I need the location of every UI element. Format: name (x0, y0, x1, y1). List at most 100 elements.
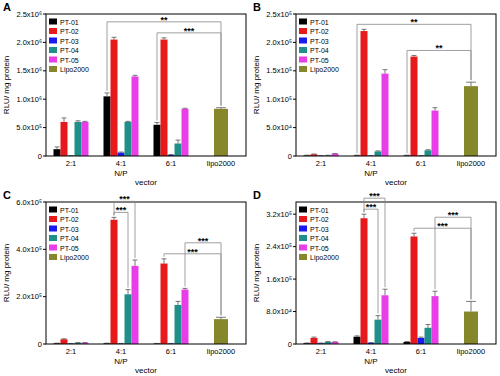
legend-swatch (49, 226, 57, 232)
bars (304, 214, 479, 344)
error-bar (155, 122, 160, 124)
legend-label: PT-04 (60, 47, 79, 54)
error-bar (55, 147, 60, 149)
bar (154, 125, 161, 156)
bar (132, 266, 139, 344)
panel: DRLU/ mg protein08.0x10⁴1.6x10⁵2.4x10⁵3.… (252, 189, 496, 375)
bar (425, 150, 432, 156)
error-bar (62, 338, 67, 339)
bar (175, 144, 182, 156)
legend-label: PT-03 (60, 226, 79, 233)
y-axis-label: RLU/ mg protein (252, 244, 261, 302)
legend-swatch (49, 47, 57, 53)
error-bar (466, 82, 476, 86)
legend-swatch (299, 216, 307, 222)
x-tick-label: 4:1 (366, 159, 376, 168)
significance-label: *** (366, 202, 377, 212)
legend-swatch (49, 207, 57, 213)
legend: PT-01PT-02PT-03PT-04PT-05Lipo2000 (299, 19, 339, 75)
error-bar (83, 121, 88, 123)
error-bar (333, 341, 338, 342)
x-tick-label: lipo2000 (457, 347, 485, 356)
error-bar (369, 342, 374, 343)
error-bar (105, 93, 110, 96)
error-bar (362, 29, 367, 31)
x-tick-label: 4:1 (366, 347, 376, 356)
error-bar (119, 152, 124, 154)
bar (464, 86, 478, 156)
group-label: N/P (364, 169, 377, 178)
error-bar (405, 341, 410, 342)
y-tick-label: 2.5x10⁵ (266, 10, 292, 19)
legend-label: PT-01 (60, 19, 79, 26)
x-tick-label: 6:1 (166, 159, 176, 168)
x-axis-label: vector (135, 366, 157, 375)
x-tick-label: 2:1 (316, 159, 326, 168)
legend-swatch (299, 226, 307, 232)
legend-swatch (49, 38, 57, 44)
significance-label: *** (198, 236, 209, 246)
significance-bracket (185, 243, 221, 315)
bars (54, 37, 229, 156)
significance-bracket (114, 212, 128, 287)
error-bar (176, 140, 181, 143)
panel-title: A (3, 1, 11, 13)
significance-bracket (357, 24, 471, 153)
y-tick-label: 1.0x10⁶ (16, 95, 42, 104)
error-bar (419, 337, 424, 339)
x-tick-label: 2:1 (66, 159, 76, 168)
legend-swatch (299, 235, 307, 241)
legend-label: PT-01 (60, 207, 79, 214)
legend-swatch (49, 66, 57, 72)
bar (75, 122, 82, 156)
x-tick-label: lipo2000 (457, 159, 485, 168)
plot-frame (296, 202, 496, 344)
y-tick-label: 5.0x10⁴ (266, 123, 292, 132)
x-tick-label: 6:1 (416, 347, 426, 356)
legend-swatch (299, 28, 307, 34)
bar (182, 290, 189, 344)
significance-label: ** (410, 17, 418, 27)
error-bar (133, 75, 138, 76)
significance-bracket (407, 50, 471, 153)
y-tick-label: 2.5x10⁶ (16, 10, 42, 19)
significance-label: *** (184, 26, 195, 36)
error-bar (62, 118, 67, 122)
y-axis-label: RLU/ mg protein (2, 244, 11, 302)
significance-bracket (435, 217, 471, 299)
significance-bracket (364, 198, 385, 287)
y-tick-label: 4.0x10⁵ (16, 245, 42, 254)
significance-bracket (364, 209, 378, 313)
significance-label: ** (435, 43, 443, 53)
bar (132, 76, 139, 156)
y-tick-label: 2.0x10⁵ (266, 38, 292, 47)
legend-swatch (49, 28, 57, 34)
error-bar (433, 108, 438, 111)
bar (375, 320, 382, 344)
y-tick-label: 2.0x10⁶ (16, 38, 42, 47)
bars (304, 29, 479, 156)
significance-bracket (414, 228, 471, 299)
error-bar (376, 316, 381, 320)
significance-label: *** (448, 210, 459, 220)
bar (382, 295, 389, 344)
legend-swatch (299, 19, 307, 25)
bar (104, 96, 111, 156)
error-bar (326, 341, 331, 342)
error-bar (162, 259, 167, 264)
y-tick-label: 3.2x10⁵ (266, 210, 292, 219)
error-bar (133, 260, 138, 266)
x-tick-label: 6:1 (416, 159, 426, 168)
legend-label: Lipo2000 (310, 66, 339, 74)
legend-swatch (299, 245, 307, 251)
panel-title: D (253, 189, 261, 201)
plot-frame (296, 14, 496, 156)
legend-swatch (299, 254, 307, 260)
significance-label: ** (160, 15, 168, 25)
error-bar (355, 335, 360, 337)
bar (311, 338, 318, 344)
error-bar (412, 233, 417, 236)
panel-title: C (3, 189, 11, 201)
y-tick-label: 0 (38, 340, 42, 349)
x-tick-label: 6:1 (166, 347, 176, 356)
